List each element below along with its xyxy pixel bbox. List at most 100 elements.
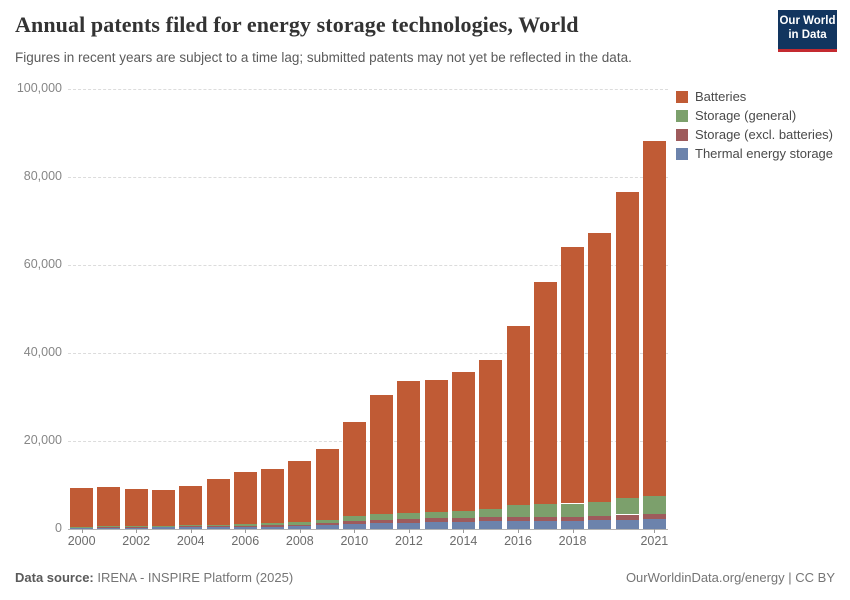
bar-segment-2018-batteries xyxy=(561,246,585,504)
bar-segment-2007-batteries xyxy=(261,468,285,524)
bar-segment-2006-storage-excl-batteries xyxy=(233,525,257,527)
bar-segment-2005-storage-excl-batteries xyxy=(206,525,230,528)
legend: Batteries Storage (general) Storage (excl.… xyxy=(676,87,833,163)
bar-segment-2012-batteries xyxy=(397,381,421,514)
x-tick-2008 xyxy=(299,529,301,533)
bar-segment-2020-storage-excl-batteries xyxy=(615,514,639,520)
bar-segment-2004-batteries xyxy=(179,485,203,526)
bar-segment-2002-thermal-energy-storage xyxy=(124,527,148,529)
gridline-0 xyxy=(68,529,668,530)
x-tick-2021 xyxy=(654,529,656,533)
bar-segment-2002-batteries xyxy=(124,489,148,527)
owid-logo[interactable]: Our World in Data xyxy=(778,10,837,52)
bar-segment-2000-batteries xyxy=(70,487,94,527)
bar-segment-2012-storage-general xyxy=(397,513,421,520)
bar-segment-2021-thermal-energy-storage xyxy=(642,519,666,529)
bar-segment-2015-storage-excl-batteries xyxy=(479,517,503,522)
bar-segment-2019-storage-general xyxy=(588,501,612,516)
bar-segment-2005-batteries xyxy=(206,479,230,525)
plot-area xyxy=(68,89,668,529)
legend-swatch-icon xyxy=(676,109,688,122)
bar-segment-2010-batteries xyxy=(342,422,366,517)
legend-swatch-icon xyxy=(676,128,688,141)
data-source: Data source: IRENA - INSPIRE Platform (2… xyxy=(15,570,293,585)
x-axis-label-2018: 2018 xyxy=(558,534,587,548)
bar-segment-2018-storage-excl-batteries xyxy=(561,516,585,522)
x-tick-2006 xyxy=(245,529,247,533)
bar-segment-2017-batteries xyxy=(533,281,557,505)
bar-segment-2011-storage-general xyxy=(370,514,394,520)
x-axis-label-2012: 2012 xyxy=(395,534,423,548)
bar-segment-2021-storage-general xyxy=(642,495,666,514)
gridline-60000 xyxy=(68,265,668,266)
bar-segment-2017-thermal-energy-storage xyxy=(533,521,557,529)
x-tick-2014 xyxy=(463,529,465,533)
bar-segment-2007-storage-excl-batteries xyxy=(261,525,285,527)
bar-segment-2011-storage-excl-batteries xyxy=(370,519,394,524)
x-axis-label-2021: 2021 xyxy=(640,534,669,548)
bar-segment-2013-storage-general xyxy=(424,511,448,519)
bar-segment-2016-batteries xyxy=(506,326,530,506)
bar-segment-2001-batteries xyxy=(97,487,121,527)
bar-segment-2009-storage-excl-batteries xyxy=(315,523,339,526)
chart-title: Annual patents filed for energy storage … xyxy=(15,12,579,37)
bar-segment-2003-thermal-energy-storage xyxy=(151,527,175,529)
bar-segment-2001-storage-excl-batteries xyxy=(97,526,121,528)
y-axis-label-80000: 80,000 xyxy=(23,169,62,183)
bar-segment-2010-thermal-energy-storage xyxy=(342,523,366,529)
bar-segment-2021-batteries xyxy=(642,140,666,496)
bar-segment-2021-storage-excl-batteries xyxy=(642,513,666,520)
bar-segment-2004-storage-excl-batteries xyxy=(179,526,203,528)
x-axis-label-2000: 2000 xyxy=(67,534,96,548)
bar-segment-2013-thermal-energy-storage xyxy=(424,522,448,529)
bar-segment-2017-storage-general xyxy=(533,504,557,518)
owid-logo-line1: Our World xyxy=(779,15,836,27)
x-tick-2012 xyxy=(408,529,410,533)
bar-segment-2016-storage-excl-batteries xyxy=(506,517,530,522)
bar-segment-2018-storage-general xyxy=(561,503,585,517)
y-axis-label-20000: 20,000 xyxy=(23,433,62,447)
gridline-100000 xyxy=(68,89,668,90)
bar-segment-2016-thermal-energy-storage xyxy=(506,521,530,529)
bar-segment-2008-batteries xyxy=(288,460,312,522)
x-axis-label-2010: 2010 xyxy=(340,534,369,548)
legend-item-batteries[interactable]: Batteries xyxy=(676,87,833,106)
x-tick-2018 xyxy=(572,529,574,533)
bar-segment-2017-storage-excl-batteries xyxy=(533,517,557,522)
bar-segment-2003-storage-general xyxy=(151,525,175,527)
footer: Data source: IRENA - INSPIRE Platform (2… xyxy=(0,558,850,600)
legend-item-storage-excl-batteries[interactable]: Storage (excl. batteries) xyxy=(676,125,833,144)
bar-segment-2009-storage-general xyxy=(315,519,339,524)
legend-label: Batteries xyxy=(695,89,747,104)
x-tick-2010 xyxy=(354,529,356,533)
bar-segment-2011-batteries xyxy=(370,395,394,515)
bar-segment-2008-storage-excl-batteries xyxy=(288,524,312,527)
bar-segment-2012-storage-excl-batteries xyxy=(397,519,421,523)
bar-segment-2005-thermal-energy-storage xyxy=(206,527,230,529)
owid-link[interactable]: OurWorldinData.org/energy | CC BY xyxy=(625,570,835,585)
x-tick-2016 xyxy=(518,529,519,533)
bar-segment-2009-thermal-energy-storage xyxy=(315,525,339,529)
x-axis-label-2016: 2016 xyxy=(504,534,532,548)
bar-segment-2012-thermal-energy-storage xyxy=(397,522,421,529)
bar-segment-2014-batteries xyxy=(451,372,475,511)
x-tick-2000 xyxy=(81,529,83,533)
bar-segment-2008-thermal-energy-storage xyxy=(288,526,312,529)
x-axis-label-2002: 2002 xyxy=(122,534,151,548)
bar-segment-2009-batteries xyxy=(315,449,339,520)
x-tick-2004 xyxy=(190,529,192,533)
bar-segment-2007-storage-general xyxy=(261,523,285,526)
bar-segment-2000-thermal-energy-storage xyxy=(70,527,94,529)
bar-segment-2006-batteries xyxy=(233,472,257,524)
bar-segment-2015-thermal-energy-storage xyxy=(479,521,503,529)
y-axis-label-40000: 40,000 xyxy=(23,345,62,359)
x-axis-label-2006: 2006 xyxy=(231,534,260,548)
bar-segment-2002-storage-general xyxy=(124,526,148,527)
x-axis-label-2008: 2008 xyxy=(285,534,314,548)
bar-segment-2020-batteries xyxy=(615,191,639,498)
legend-item-thermal-energy-storage[interactable]: Thermal energy storage xyxy=(676,144,833,163)
legend-item-storage-general[interactable]: Storage (general) xyxy=(676,106,833,125)
data-source-label: Data source: xyxy=(15,570,94,585)
bar-segment-2005-storage-general xyxy=(206,524,230,526)
